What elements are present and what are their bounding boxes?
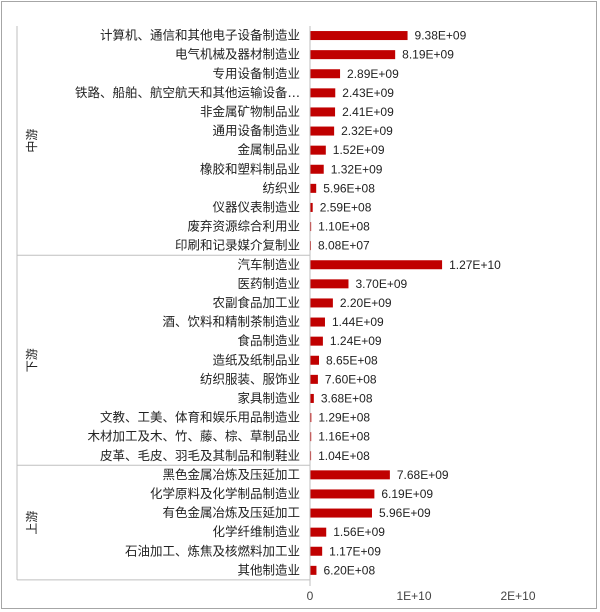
value-label: 2.89E+09: [347, 67, 399, 81]
category-label: 石油加工、炼焦及核燃料加工业: [125, 543, 300, 558]
bar: [310, 202, 313, 212]
bar: [310, 69, 341, 79]
bar: [310, 164, 324, 174]
value-label: 1.44E+09: [332, 315, 384, 329]
value-label: 1.24E+09: [330, 334, 382, 348]
value-label: 1.16E+08: [318, 430, 370, 444]
value-label: 3.70E+09: [355, 277, 407, 291]
bar: [310, 413, 312, 423]
category-label: 家具制造业: [237, 390, 300, 405]
category-label: 农副食品加工业: [212, 295, 300, 310]
bar: [310, 298, 333, 308]
value-label: 2.41E+09: [342, 105, 394, 119]
category-label: 计算机、通信和其他电子设备制造业: [100, 28, 300, 43]
category-label: 造纸及纸制品业: [212, 352, 300, 367]
value-label: 1.32E+09: [331, 162, 383, 176]
bar: [310, 107, 336, 117]
category-label: 其他制造业: [237, 562, 300, 577]
value-label: 2.59E+08: [320, 200, 372, 214]
category-label: 文教、工美、体育和娱乐用品制造业: [100, 410, 300, 425]
bar: [310, 546, 323, 556]
value-label: 1.10E+08: [318, 220, 370, 234]
value-label: 2.20E+09: [340, 296, 392, 310]
value-label: 2.43E+09: [342, 86, 394, 100]
category-label: 橡胶和塑料制品业: [200, 161, 300, 176]
category-label: 非金属矿物制品业: [200, 104, 300, 119]
category-label: 黑色金属冶炼及压延加工: [162, 467, 300, 482]
category-label: 电气机械及器材制造业: [175, 47, 300, 62]
category-label: 纺织服装、服饰业: [200, 371, 300, 386]
category-label: 有色金属冶炼及压延加工: [162, 505, 300, 520]
value-label: 1.04E+08: [318, 449, 370, 463]
group-label: 中游: [24, 129, 39, 153]
category-label: 汽车制造业: [237, 257, 300, 272]
category-label: 铁路、船舶、航空航天和其他运输设备…: [75, 85, 300, 100]
x-tick-label: 1E+10: [396, 589, 431, 603]
category-label: 木材加工及木、竹、藤、棕、草制品业: [87, 429, 300, 444]
value-label: 2.32E+09: [341, 124, 393, 138]
value-label: 1.52E+09: [333, 143, 385, 157]
value-label: 1.17E+09: [329, 544, 381, 558]
bar: [310, 50, 396, 60]
bar: [310, 336, 323, 346]
bar: [310, 374, 318, 384]
category-label: 纺织业: [262, 180, 300, 195]
category-label: 通用设备制造业: [212, 123, 300, 138]
value-label: 1.27E+10: [449, 258, 501, 272]
value-label: 8.65E+08: [326, 353, 378, 367]
value-label: 1.29E+08: [318, 411, 370, 425]
category-label: 化学纤维制造业: [212, 524, 300, 539]
bar: [310, 432, 312, 442]
group-label: 下游: [25, 348, 39, 372]
bar: [310, 451, 312, 461]
category-label: 印刷和记录媒介复制业: [175, 238, 300, 253]
bar: [310, 489, 375, 499]
bar: [310, 31, 408, 41]
group-label: 上游: [25, 511, 39, 535]
category-label: 废弃资源综合利用业: [187, 219, 300, 234]
bar: [310, 183, 317, 193]
category-label: 仪器仪表制造业: [212, 199, 300, 214]
value-label: 6.20E+08: [323, 563, 375, 577]
bar: [310, 393, 314, 403]
category-label: 酒、饮料和精制茶制造业: [162, 314, 300, 329]
category-label: 金属制品业: [237, 142, 300, 157]
bar: [310, 565, 317, 575]
x-tick-label: 0: [307, 589, 314, 603]
category-label: 医药制造业: [237, 276, 300, 291]
category-label: 皮革、毛皮、羽毛及其制品和制鞋业: [100, 448, 300, 463]
category-label: 化学原料及化学制品制造业: [150, 486, 300, 501]
bar: [310, 88, 336, 98]
bar: [310, 279, 349, 289]
bar: [310, 527, 327, 537]
x-tick-label: 2E+10: [500, 589, 535, 603]
value-label: 8.19E+09: [402, 48, 454, 62]
value-label: 6.19E+09: [381, 487, 433, 501]
bar: [310, 145, 326, 155]
bar: [310, 508, 372, 518]
bar: [310, 355, 319, 365]
bar: [310, 222, 312, 232]
bar: [310, 317, 325, 327]
value-label: 5.96E+09: [379, 506, 431, 520]
value-label: 7.68E+09: [397, 468, 449, 482]
value-label: 8.08E+07: [318, 239, 370, 253]
value-label: 7.60E+08: [325, 372, 377, 386]
value-label: 3.68E+08: [321, 391, 373, 405]
category-label: 食品制造业: [237, 333, 300, 348]
value-label: 9.38E+09: [415, 29, 467, 43]
bar: [310, 470, 390, 480]
value-label: 5.96E+08: [323, 181, 375, 195]
category-label: 专用设备制造业: [212, 66, 300, 81]
value-label: 1.56E+09: [333, 525, 385, 539]
bar: [310, 260, 443, 270]
bar: [310, 126, 335, 136]
